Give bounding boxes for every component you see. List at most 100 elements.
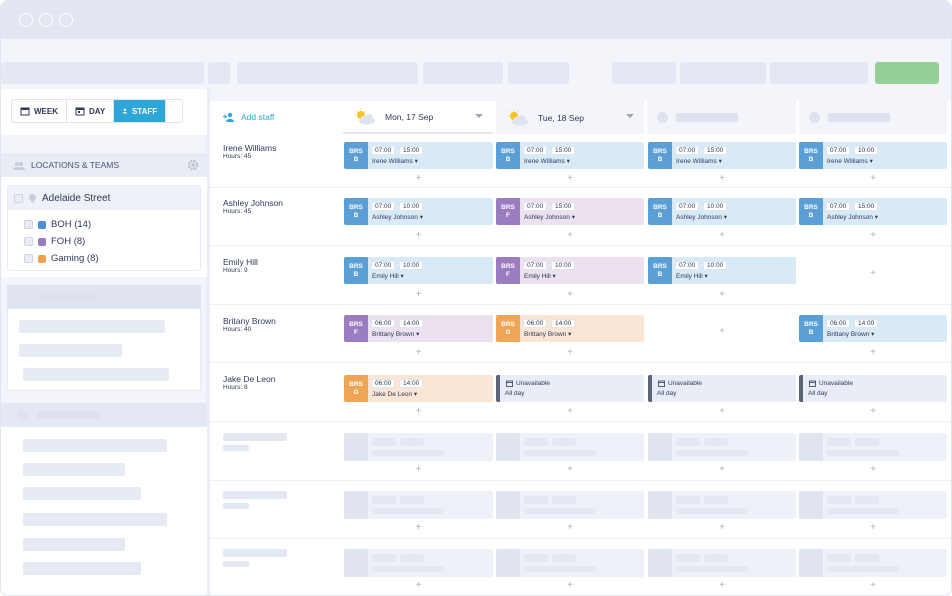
- shift-end-time[interactable]: 15:00: [703, 146, 728, 155]
- shift-assignee-dropdown[interactable]: Brittany Brown ▾: [372, 331, 420, 338]
- shift-assignee-dropdown[interactable]: Irene Williams ▾: [372, 158, 418, 165]
- shift-card[interactable]: BRS B 07:00 10:00 Emily Hill ▾: [344, 257, 493, 284]
- add-shift-icon[interactable]: +: [870, 580, 876, 591]
- add-shift-icon[interactable]: +: [870, 406, 876, 417]
- add-shift-icon[interactable]: +: [567, 406, 573, 417]
- shift-start-time[interactable]: 07:00: [826, 146, 851, 155]
- shift-end-time[interactable]: 10:00: [703, 261, 728, 270]
- shift-assignee-dropdown[interactable]: Brittany Brown ▾: [524, 331, 572, 338]
- shift-assignee-dropdown[interactable]: Brittany Brown ▾: [827, 331, 875, 338]
- chevron-down-icon[interactable]: [475, 114, 483, 118]
- team-item-boh[interactable]: BOH (14): [24, 219, 91, 230]
- shift-start-time[interactable]: 07:00: [523, 202, 548, 211]
- add-shift-icon[interactable]: +: [567, 173, 573, 184]
- shift-assignee-dropdown[interactable]: Emily Hill ▾: [676, 273, 708, 280]
- add-shift-icon[interactable]: +: [415, 580, 422, 591]
- shift-card[interactable]: BRS B 07:00 15:00 Irene Williams ▾: [496, 142, 644, 169]
- add-shift-icon[interactable]: +: [415, 173, 422, 184]
- add-shift-icon[interactable]: +: [719, 173, 725, 184]
- location-checkbox[interactable]: [14, 193, 23, 203]
- shift-card[interactable]: BRS B 07:00 15:00 Irene Williams ▾: [344, 142, 493, 169]
- shift-assignee-dropdown[interactable]: Ashley Johnson ▾: [827, 214, 878, 221]
- team-checkbox[interactable]: [24, 237, 33, 246]
- unavailable-block[interactable]: Unavailable All day: [648, 375, 796, 402]
- shift-card[interactable]: BRS F 07:00 15:00 Ashley Johnson ▾: [496, 198, 644, 225]
- add-shift-icon[interactable]: +: [415, 406, 422, 417]
- add-shift-icon[interactable]: +: [719, 406, 725, 417]
- shift-end-time[interactable]: 10:00: [399, 202, 424, 211]
- add-staff-button[interactable]: Add staff: [223, 112, 274, 122]
- shift-assignee-dropdown[interactable]: Irene Williams ▾: [524, 158, 570, 165]
- shift-card[interactable]: BRS B 07:00 15:00 Irene Williams ▾: [648, 142, 796, 169]
- shift-start-time[interactable]: 07:00: [371, 202, 396, 211]
- add-shift-icon[interactable]: +: [567, 580, 573, 591]
- shift-end-time[interactable]: 15:00: [551, 202, 576, 211]
- location-header[interactable]: Adelaide Street: [8, 186, 200, 210]
- shift-card[interactable]: BRS B 07:00 10:00 Irene Williams ▾: [799, 142, 947, 169]
- shift-end-time[interactable]: 14:00: [551, 319, 576, 328]
- shift-assignee-dropdown[interactable]: Jake De Leon ▾: [372, 391, 418, 398]
- shift-start-time[interactable]: 06:00: [523, 319, 548, 328]
- add-shift-icon[interactable]: +: [719, 464, 725, 475]
- staff-view-button[interactable]: STAFF: [114, 100, 167, 122]
- window-minimize-icon[interactable]: [39, 13, 53, 27]
- view-switch-extra[interactable]: [166, 100, 182, 122]
- add-shift-icon[interactable]: +: [870, 347, 876, 358]
- day-view-button[interactable]: DAY: [67, 100, 115, 122]
- shift-assignee-dropdown[interactable]: Irene Williams ▾: [676, 158, 722, 165]
- add-shift-icon[interactable]: +: [719, 230, 725, 241]
- team-item-foh[interactable]: FOH (8): [24, 236, 85, 247]
- day-header-tue[interactable]: Tue, 18 Sep: [496, 101, 644, 134]
- add-shift-icon[interactable]: +: [870, 230, 876, 241]
- shift-card[interactable]: BRS F 07:00 10:00 Emily Hill ▾: [496, 257, 644, 284]
- shift-assignee-dropdown[interactable]: Ashley Johnson ▾: [676, 214, 727, 221]
- staff-name[interactable]: Irene Williams: [223, 143, 277, 153]
- shift-start-time[interactable]: 07:00: [371, 261, 396, 270]
- staff-name[interactable]: Britany Brown: [223, 316, 276, 326]
- shift-start-time[interactable]: 06:00: [371, 319, 396, 328]
- sidebar-divider[interactable]: [206, 89, 210, 595]
- shift-card[interactable]: BRS B 06:00 14:00 Brittany Brown ▾: [799, 315, 947, 342]
- add-shift-icon[interactable]: +: [870, 522, 876, 533]
- shift-start-time[interactable]: 07:00: [826, 202, 851, 211]
- add-shift-icon[interactable]: +: [415, 464, 422, 475]
- add-shift-icon[interactable]: +: [870, 464, 876, 475]
- publish-button[interactable]: [875, 62, 939, 84]
- shift-end-time[interactable]: 10:00: [551, 261, 576, 270]
- shift-start-time[interactable]: 07:00: [523, 261, 548, 270]
- shift-card[interactable]: BRS B 07:00 15:00 Ashley Johnson ▾: [799, 198, 947, 225]
- add-shift-icon[interactable]: +: [415, 230, 422, 241]
- window-close-icon[interactable]: [19, 13, 33, 27]
- day-header-mon[interactable]: Mon, 17 Sep: [343, 101, 493, 134]
- shift-assignee-dropdown[interactable]: Ashley Johnson ▾: [524, 214, 575, 221]
- shift-card[interactable]: BRS G 06:00 14:00 Jake De Leon ▾: [344, 375, 493, 402]
- add-shift-icon[interactable]: +: [567, 522, 573, 533]
- shift-end-time[interactable]: 10:00: [399, 261, 424, 270]
- shift-assignee-dropdown[interactable]: Ashley Johnson ▾: [372, 214, 423, 221]
- add-shift-icon[interactable]: +: [567, 230, 573, 241]
- add-shift-icon[interactable]: +: [415, 522, 422, 533]
- shift-card[interactable]: BRS G 06:00 14:00 Brittany Brown ▾: [496, 315, 644, 342]
- add-shift-icon[interactable]: +: [719, 289, 725, 300]
- shift-end-time[interactable]: 10:00: [854, 146, 879, 155]
- chevron-down-icon[interactable]: [626, 114, 634, 118]
- shift-start-time[interactable]: 07:00: [675, 146, 700, 155]
- staff-name[interactable]: Jake De Leon: [223, 374, 276, 384]
- shift-end-time[interactable]: 15:00: [551, 146, 576, 155]
- shift-end-time[interactable]: 15:00: [854, 202, 879, 211]
- team-checkbox[interactable]: [24, 220, 33, 229]
- shift-assignee-dropdown[interactable]: Emily Hill ▾: [524, 273, 556, 280]
- shift-start-time[interactable]: 07:00: [675, 261, 700, 270]
- shift-end-time[interactable]: 10:00: [703, 202, 728, 211]
- shift-card[interactable]: BRS F 06:00 14:00 Brittany Brown ▾: [344, 315, 493, 342]
- shift-start-time[interactable]: 06:00: [371, 379, 396, 388]
- shift-card[interactable]: BRS B 07:00 10:00 Emily Hill ▾: [648, 257, 796, 284]
- unavailable-block[interactable]: Unavailable All day: [799, 375, 947, 402]
- staff-name[interactable]: Ashley Johnson: [223, 198, 284, 208]
- unavailable-block[interactable]: Unavailable All day: [496, 375, 644, 402]
- add-shift-icon[interactable]: +: [415, 289, 422, 300]
- add-shift-icon[interactable]: +: [719, 522, 725, 533]
- add-shift-icon[interactable]: +: [567, 464, 573, 475]
- shift-card[interactable]: BRS B 07:00 10:00 Ashley Johnson ▾: [344, 198, 493, 225]
- shift-start-time[interactable]: 07:00: [371, 146, 396, 155]
